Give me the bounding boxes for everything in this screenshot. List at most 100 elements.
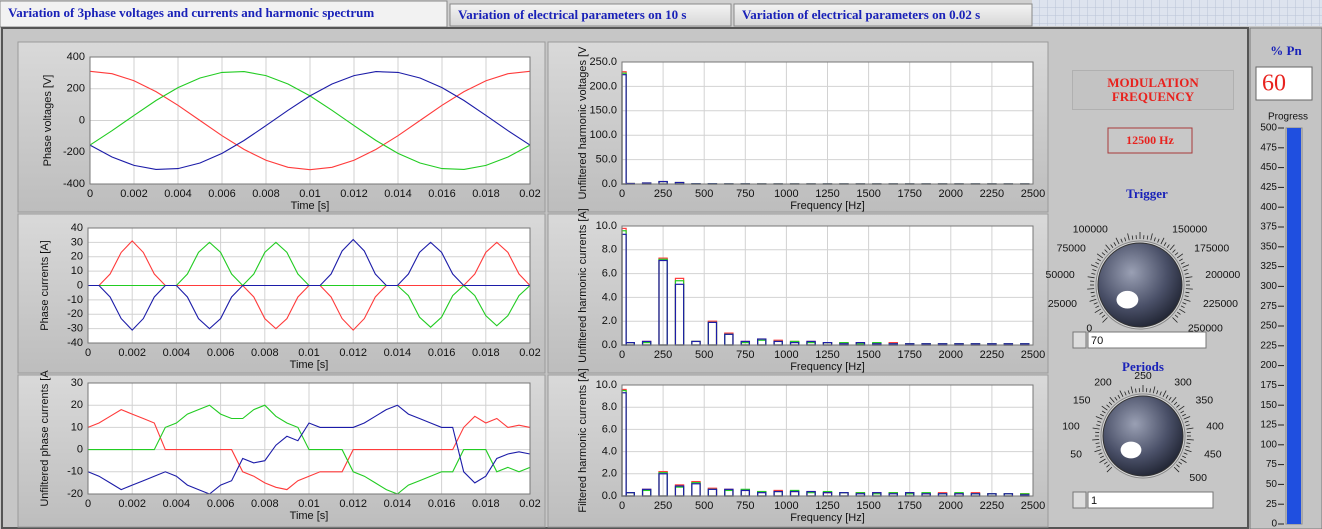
y-tick-label: 40 <box>71 222 83 234</box>
x-tick-label: 0.006 <box>208 188 236 200</box>
knob-scale-label: 75000 <box>1057 242 1086 254</box>
knob-tick <box>1186 289 1193 290</box>
x-axis-title: Time [s] <box>291 200 330 212</box>
knob-scale-label: 400 <box>1206 420 1224 432</box>
knob-scale-label: 350 <box>1196 395 1214 407</box>
knob[interactable] <box>1098 243 1182 327</box>
x-tick-label: 0.008 <box>251 347 279 359</box>
x-tick-label: 250 <box>654 349 672 361</box>
progress-tick-label: 275 <box>1260 301 1277 312</box>
x-tick-label: 1750 <box>897 500 921 512</box>
x-tick-label: 1000 <box>774 500 798 512</box>
x-tick-label: 0.016 <box>428 347 456 359</box>
y-tick-label: 100.0 <box>589 129 617 141</box>
page: Variation of 3phase voltages and current… <box>0 0 1322 529</box>
tab-label[interactable]: Variation of 3phase voltages and current… <box>8 5 374 20</box>
y-tick-label: 10 <box>71 265 83 277</box>
x-tick-label: 0.01 <box>298 347 319 359</box>
y-tick-label: 0 <box>79 114 85 126</box>
x-tick-label: 1250 <box>815 500 839 512</box>
x-axis-title: Frequency [Hz] <box>790 512 865 524</box>
x-tick-label: 0.012 <box>340 188 368 200</box>
knob-indicator <box>1116 291 1138 309</box>
progress-tick-label: 225 <box>1260 340 1277 351</box>
x-tick-label: 750 <box>736 500 754 512</box>
progress-tick-label: 25 <box>1266 499 1278 510</box>
y-tick-label: -10 <box>67 294 83 306</box>
knob-scale-label: 300 <box>1174 376 1192 388</box>
x-tick-label: 0.014 <box>384 188 412 200</box>
x-tick-label: 0.008 <box>251 498 279 510</box>
tab-bar-fill <box>1032 0 1322 26</box>
x-tick-label: 2250 <box>980 500 1004 512</box>
x-tick-label: 0.016 <box>428 498 456 510</box>
y-axis-title: Phase voltages [V] <box>42 75 54 167</box>
y-tick-label: 0 <box>77 279 83 291</box>
periods-spinner[interactable] <box>1073 492 1086 508</box>
x-tick-label: 2000 <box>939 349 963 361</box>
x-tick-label: 750 <box>736 349 754 361</box>
x-tick-label: 2500 <box>1021 188 1045 200</box>
x-tick-label: 0 <box>619 349 625 361</box>
tab-label[interactable]: Variation of electrical parameters on 0.… <box>742 7 980 22</box>
y-tick-label: 0.0 <box>602 178 617 190</box>
x-tick-label: 0.02 <box>519 188 540 200</box>
x-tick-label: 2250 <box>980 188 1004 200</box>
progress-tick-label: 0 <box>1271 519 1277 529</box>
x-tick-label: 0.02 <box>519 498 540 510</box>
x-tick-label: 0.008 <box>252 188 280 200</box>
progress-tick-label: 400 <box>1260 202 1277 213</box>
y-tick-label: -20 <box>67 308 83 320</box>
x-tick-label: 1750 <box>897 188 921 200</box>
x-tick-label: 0.016 <box>428 188 456 200</box>
y-axis-title: Unfiltered harmonic voltages [V <box>577 46 589 200</box>
tab-label[interactable]: Variation of electrical parameters on 10… <box>458 7 686 22</box>
knob[interactable] <box>1103 396 1183 476</box>
x-tick-label: 0.012 <box>339 347 367 359</box>
periods-input[interactable] <box>1088 492 1213 508</box>
y-tick-label: 30 <box>71 377 83 389</box>
y-tick-label: 200.0 <box>589 80 617 92</box>
x-tick-label: 0.006 <box>207 498 235 510</box>
x-tick-label: 250 <box>654 188 672 200</box>
knob-scale-label: 50000 <box>1046 269 1075 281</box>
y-tick-label: 4.0 <box>602 446 617 458</box>
x-tick-label: 0.004 <box>164 188 192 200</box>
knob-indicator <box>1121 442 1142 459</box>
x-tick-label: 750 <box>736 188 754 200</box>
x-tick-label: 1250 <box>815 188 839 200</box>
trigger-spinner[interactable] <box>1073 332 1086 348</box>
x-tick-label: 0.014 <box>384 498 412 510</box>
progress-tick-label: 425 <box>1260 182 1277 193</box>
knob-scale-label: 100 <box>1062 420 1080 432</box>
progress-tick-label: 375 <box>1260 222 1277 233</box>
knob-scale-label: 0 <box>1086 323 1092 335</box>
y-tick-label: 0 <box>77 444 83 456</box>
x-tick-label: 500 <box>695 349 713 361</box>
y-tick-label: 6.0 <box>602 423 617 435</box>
x-tick-label: 1000 <box>774 188 798 200</box>
x-tick-label: 0.018 <box>472 347 500 359</box>
progress-tick-label: 100 <box>1260 439 1277 450</box>
x-tick-label: 0.004 <box>163 498 191 510</box>
y-tick-label: 20 <box>71 251 83 263</box>
trigger-value[interactable]: 70 <box>1091 335 1103 347</box>
x-tick-label: 1000 <box>774 349 798 361</box>
x-axis-title: Time [s] <box>290 359 329 371</box>
freq-value: 12500 Hz <box>1126 133 1174 147</box>
modulation-label: MODULATION FREQUENCY <box>1072 70 1234 110</box>
x-tick-label: 0 <box>619 500 625 512</box>
x-tick-label: 2500 <box>1021 500 1045 512</box>
x-tick-label: 0.006 <box>207 347 235 359</box>
knob-scale-label: 225000 <box>1203 298 1238 310</box>
knob-scale-label: 150 <box>1073 395 1091 407</box>
periods-value[interactable]: 1 <box>1091 495 1097 507</box>
y-tick-label: 400 <box>67 51 85 63</box>
knob-tick <box>1187 439 1194 440</box>
y-tick-label: 150.0 <box>589 105 617 117</box>
y-tick-label: -200 <box>63 146 85 158</box>
progress-tick-label: 200 <box>1260 360 1277 371</box>
knob-tick <box>1092 439 1099 440</box>
y-tick-label: 8.0 <box>602 401 617 413</box>
progress-tick-label: 150 <box>1260 400 1277 411</box>
